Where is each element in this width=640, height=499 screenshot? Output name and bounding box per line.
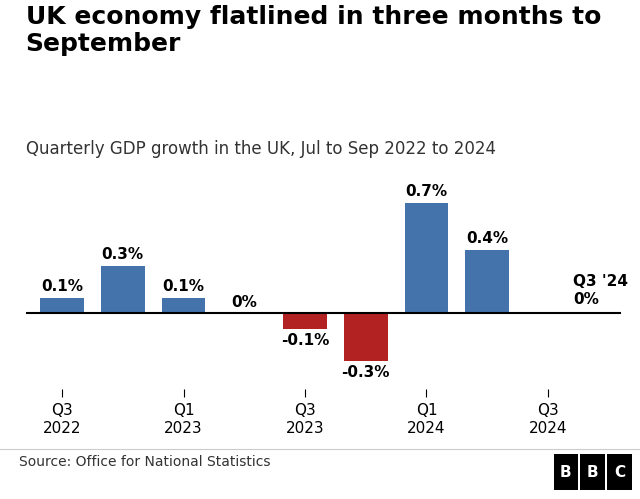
Bar: [344, 313, 388, 361]
Text: 0.3%: 0.3%: [102, 247, 144, 262]
Text: Q3 '24
0%: Q3 '24 0%: [573, 273, 628, 307]
Text: UK economy flatlined in three months to
September: UK economy flatlined in three months to …: [26, 5, 601, 56]
Text: 0.1%: 0.1%: [163, 279, 205, 294]
Text: C: C: [614, 465, 625, 480]
Bar: [101, 266, 145, 313]
Bar: [465, 250, 509, 313]
Text: 0.1%: 0.1%: [41, 279, 83, 294]
Bar: [162, 298, 205, 313]
Text: 0%: 0%: [231, 294, 257, 309]
Bar: [40, 298, 84, 313]
Text: 0.4%: 0.4%: [466, 232, 508, 247]
Text: -0.3%: -0.3%: [342, 365, 390, 380]
Text: B: B: [587, 465, 598, 480]
Bar: [404, 203, 448, 313]
Text: -0.1%: -0.1%: [281, 333, 329, 348]
Text: Source: Office for National Statistics: Source: Office for National Statistics: [19, 455, 271, 469]
Text: Quarterly GDP growth in the UK, Jul to Sep 2022 to 2024: Quarterly GDP growth in the UK, Jul to S…: [26, 140, 495, 158]
Bar: [283, 313, 327, 329]
Text: 0.7%: 0.7%: [405, 184, 447, 199]
Text: B: B: [560, 465, 572, 480]
